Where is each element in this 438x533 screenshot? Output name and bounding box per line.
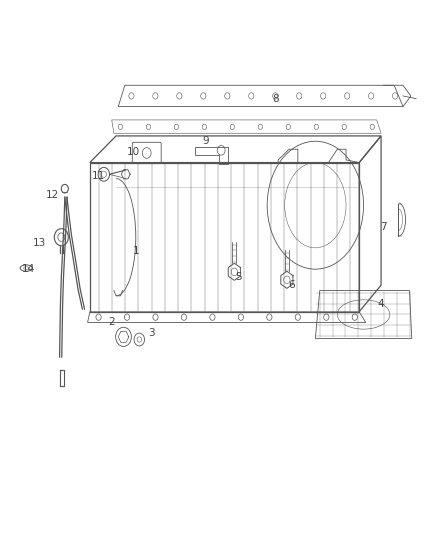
Text: 14: 14 — [22, 264, 35, 274]
Text: 8: 8 — [272, 94, 279, 103]
Text: 3: 3 — [148, 328, 155, 338]
Text: 1: 1 — [132, 246, 139, 255]
Text: 5: 5 — [235, 272, 242, 282]
Text: 6: 6 — [288, 280, 295, 290]
Text: 13: 13 — [33, 238, 46, 247]
Text: 9: 9 — [202, 136, 209, 146]
Text: 11: 11 — [92, 171, 105, 181]
Text: 4: 4 — [378, 299, 385, 309]
Text: 12: 12 — [46, 190, 59, 199]
Text: 2: 2 — [108, 318, 115, 327]
Text: 7: 7 — [380, 222, 387, 231]
Text: 10: 10 — [127, 147, 140, 157]
